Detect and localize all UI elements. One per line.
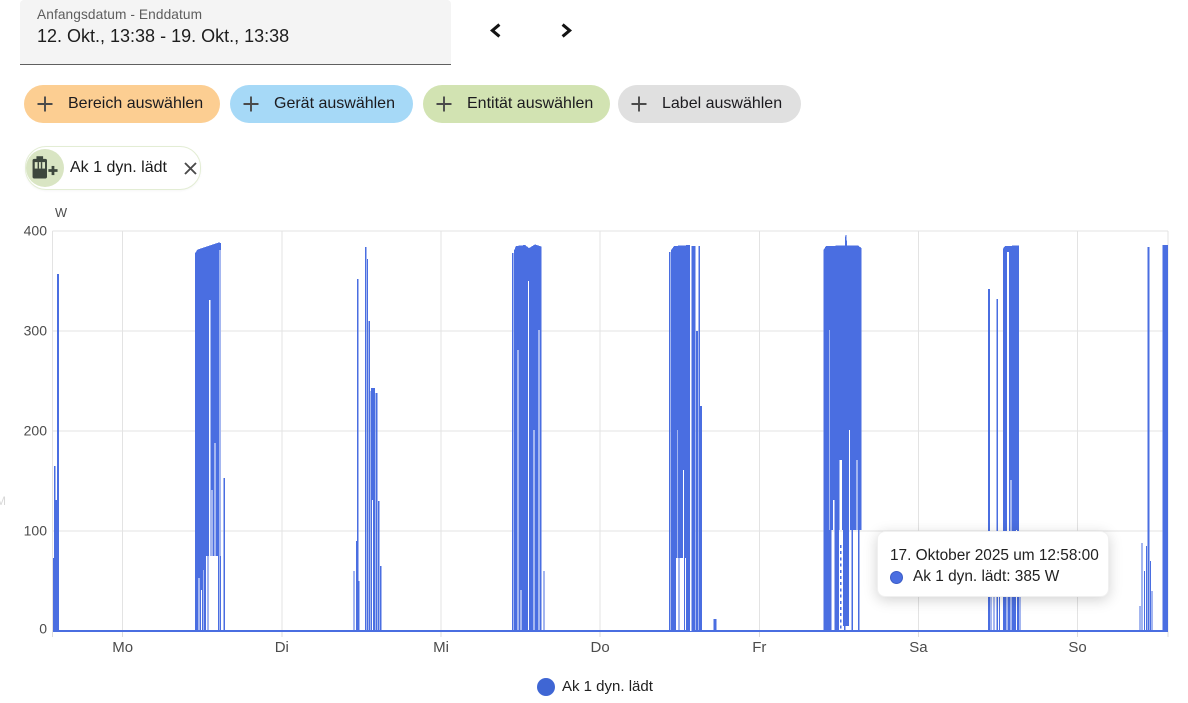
svg-text:400: 400 xyxy=(24,223,48,239)
svg-text:Mi: Mi xyxy=(433,639,449,656)
svg-text:Fr: Fr xyxy=(752,639,766,656)
svg-text:100: 100 xyxy=(24,523,48,539)
svg-text:So: So xyxy=(1068,639,1086,656)
svg-text:200: 200 xyxy=(24,423,48,439)
svg-text:0: 0 xyxy=(39,621,47,637)
svg-text:Di: Di xyxy=(275,639,289,656)
svg-text:Do: Do xyxy=(591,639,610,656)
svg-text:Mo: Mo xyxy=(112,639,133,656)
svg-text:M: M xyxy=(0,494,6,508)
svg-text:Sa: Sa xyxy=(909,639,928,656)
svg-text:W: W xyxy=(55,205,68,220)
svg-text:300: 300 xyxy=(24,323,48,339)
